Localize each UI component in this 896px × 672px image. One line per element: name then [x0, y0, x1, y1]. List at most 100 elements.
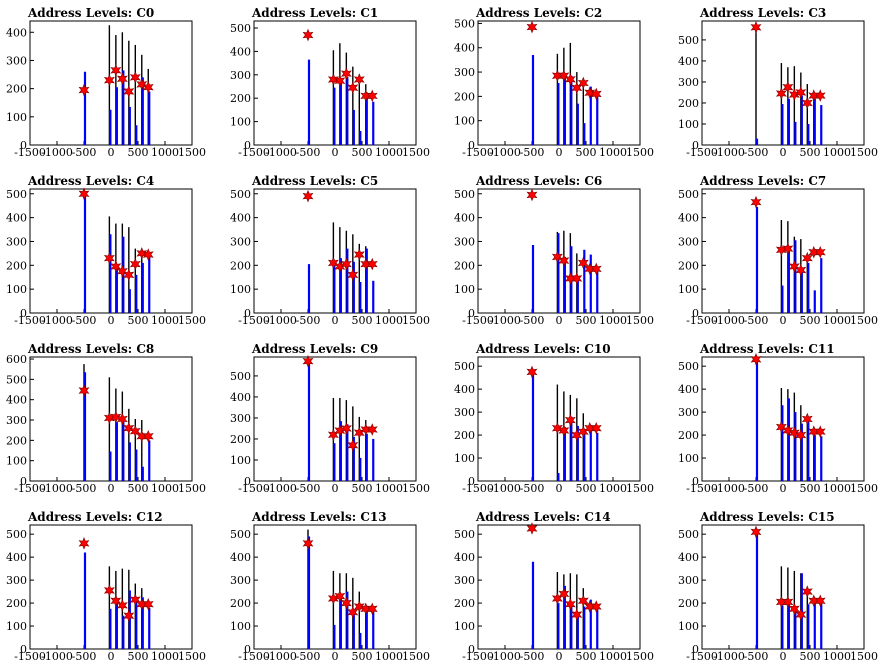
- x-tick-label: 1500: [626, 482, 654, 495]
- x-tick-label: 500: [800, 650, 821, 663]
- level-marker: [360, 89, 372, 103]
- level-marker: [123, 268, 135, 282]
- level-marker: [129, 424, 141, 438]
- x-tick-label: -1000: [713, 146, 745, 159]
- level-marker: [340, 422, 352, 435]
- level-marker: [814, 245, 826, 259]
- level-marker: [136, 247, 148, 260]
- x-tick-label: 500: [352, 314, 373, 327]
- y-tick-label: 300: [230, 69, 251, 82]
- level-marker: [801, 412, 813, 426]
- x-tick-label: 0: [332, 146, 339, 159]
- x-tick-label: 1500: [850, 314, 878, 327]
- y-tick-label: 100: [230, 620, 251, 633]
- x-tick-label: -1500: [14, 146, 46, 159]
- level-marker: [360, 257, 372, 271]
- x-tick-label: 1000: [823, 146, 851, 159]
- histogram-panel-3: Address Levels: C30100200300400500-1500-…: [678, 6, 878, 159]
- x-tick-label: 1500: [178, 314, 206, 327]
- level-marker: [564, 597, 576, 611]
- x-tick-label: -500: [72, 650, 97, 663]
- level-marker: [558, 424, 570, 437]
- level-marker: [142, 248, 154, 261]
- x-tick-label: 500: [128, 146, 149, 159]
- x-tick-label: -500: [72, 146, 97, 159]
- y-tick-label: 100: [6, 455, 27, 468]
- x-tick-label: 1000: [599, 146, 627, 159]
- y-tick-label: 200: [678, 97, 699, 110]
- level-marker: [795, 263, 807, 277]
- x-tick-label: 1000: [599, 650, 627, 663]
- y-tick-label: 500: [6, 373, 27, 386]
- level-marker: [750, 525, 762, 539]
- level-marker: [808, 594, 820, 608]
- x-tick-label: 0: [780, 482, 787, 495]
- level-marker: [558, 587, 570, 601]
- histogram-panel-15: Address Levels: C15 0 100 200 300 400 500 -1500…: [678, 510, 878, 663]
- y-tick-label: 300: [454, 574, 475, 587]
- level-marker: [750, 352, 762, 366]
- y-tick-label: 100: [6, 620, 27, 633]
- x-tick-label: 500: [576, 482, 597, 495]
- x-tick-label: 1000: [151, 482, 179, 495]
- x-tick-label: -1000: [41, 650, 73, 663]
- y-tick-label: 500: [6, 188, 27, 201]
- y-tick-label: 300: [6, 574, 27, 587]
- y-tick-label: 300: [230, 412, 251, 425]
- x-tick-label: -500: [744, 482, 769, 495]
- panel-title: Address Levels: C7: [699, 174, 826, 188]
- x-tick-label: 500: [128, 314, 149, 327]
- level-marker: [353, 73, 365, 86]
- level-marker: [142, 429, 154, 443]
- panel-title: Address Levels: C9: [251, 342, 378, 356]
- y-tick-label: 400: [678, 212, 699, 225]
- x-tick-label: 1000: [151, 146, 179, 159]
- x-tick-label: 0: [332, 482, 339, 495]
- y-tick-label: 500: [678, 188, 699, 201]
- x-tick-label: -500: [744, 146, 769, 159]
- level-marker: [775, 420, 787, 434]
- level-marker: [750, 21, 762, 34]
- y-tick-label: 500: [230, 22, 251, 35]
- x-tick-label: -500: [296, 146, 321, 159]
- y-tick-label: 100: [454, 115, 475, 128]
- level-marker: [116, 412, 128, 426]
- x-tick-label: 500: [800, 146, 821, 159]
- y-tick-label: 400: [454, 551, 475, 564]
- level-marker: [103, 584, 115, 597]
- level-marker: [327, 73, 339, 86]
- level-marker: [526, 365, 538, 379]
- level-marker: [347, 81, 359, 94]
- x-tick-label: 1000: [823, 314, 851, 327]
- x-tick-label: 500: [800, 482, 821, 495]
- x-tick-label: -500: [296, 650, 321, 663]
- y-tick-label: 100: [678, 283, 699, 296]
- level-marker: [590, 421, 602, 435]
- x-tick-label: 1000: [375, 146, 403, 159]
- y-tick-label: 500: [230, 528, 251, 541]
- y-tick-label: 100: [230, 116, 251, 129]
- level-marker: [116, 599, 128, 612]
- level-marker: [360, 423, 372, 436]
- level-marker: [526, 20, 538, 34]
- x-tick-label: -500: [744, 650, 769, 663]
- y-tick-label: 500: [230, 188, 251, 201]
- panel-title: Address Levels: C12: [27, 510, 163, 524]
- y-tick-label: 400: [6, 551, 27, 564]
- level-marker: [788, 426, 800, 440]
- level-marker: [347, 605, 359, 619]
- level-marker: [78, 384, 90, 397]
- x-tick-label: -500: [520, 482, 545, 495]
- y-tick-label: 400: [6, 212, 27, 225]
- y-tick-label: 0: [244, 139, 251, 152]
- x-tick-label: 1500: [850, 650, 878, 663]
- y-tick-label: 300: [454, 235, 475, 248]
- x-tick-label: 0: [780, 146, 787, 159]
- histogram-panel-10: Address Levels: C10 0 100 200 300 400 500 -1500…: [454, 342, 654, 495]
- y-tick-label: 0: [20, 475, 27, 488]
- histogram-panel-11: Address Levels: C11 0 100 200 300 400 500 -1500…: [678, 342, 878, 495]
- level-marker: [78, 187, 90, 201]
- level-marker: [577, 256, 589, 270]
- level-marker: [750, 195, 762, 209]
- x-tick-label: 1500: [402, 482, 430, 495]
